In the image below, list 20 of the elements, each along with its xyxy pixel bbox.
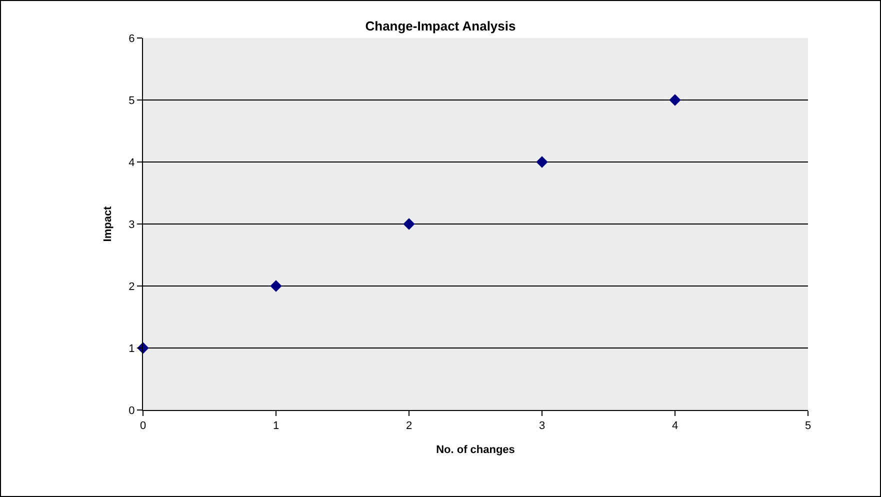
point [403,218,415,230]
y-tick-label: 0 [128,404,135,417]
x-tick-label: 4 [672,420,678,432]
y-tick-label: 1 [128,342,135,355]
y-tick-label: 5 [128,94,135,107]
x-tick-label: 0 [140,420,146,432]
x-axis-title: No. of changes [436,444,515,456]
x-tick-label: 2 [406,420,412,432]
point [270,280,282,292]
y-tick-label: 6 [128,32,135,45]
point [536,156,548,168]
y-tick-label: 3 [128,218,135,231]
y-tick-label: 4 [128,156,135,169]
x-tick-label: 3 [538,420,546,432]
x-tick-label: 1 [272,420,280,432]
y-tick-label: 2 [128,280,135,293]
y-axis-title: Impact [102,206,114,242]
point [669,94,681,106]
x-tick-label: 5 [804,420,812,432]
chart-title: Change-Impact Analysis [365,18,516,34]
